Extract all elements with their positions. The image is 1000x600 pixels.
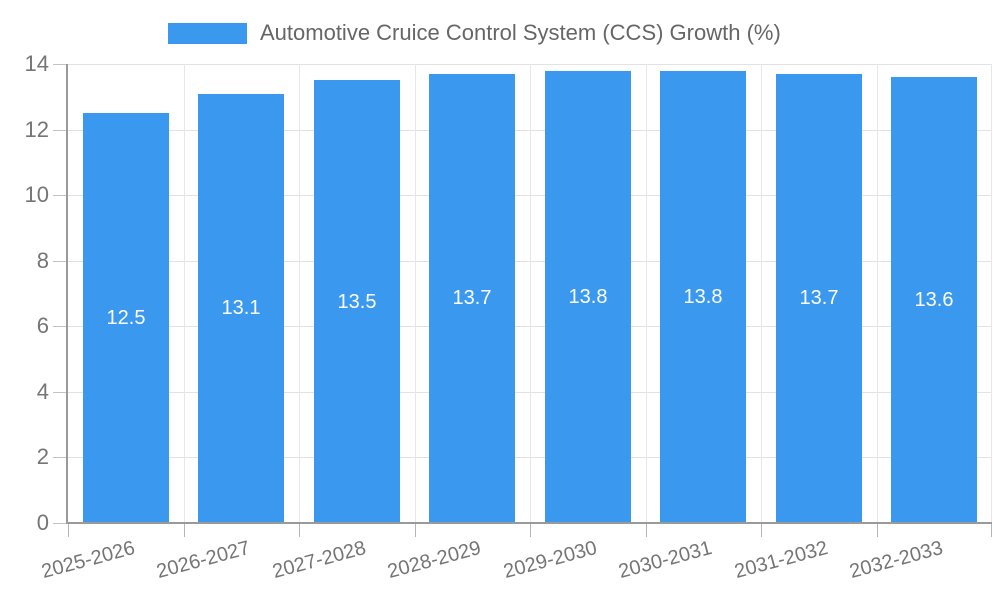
y-axis-tick	[53, 326, 68, 327]
gridline-vertical	[530, 64, 531, 523]
gridline-vertical	[991, 64, 992, 523]
gridline-vertical	[646, 64, 647, 523]
x-axis-line	[66, 522, 992, 524]
x-axis-tick	[184, 523, 185, 537]
bar[interactable]	[198, 94, 284, 523]
gridline-vertical	[415, 64, 416, 523]
bar[interactable]	[83, 113, 169, 523]
x-axis-tick	[991, 523, 992, 537]
y-tick-label: 14	[24, 51, 49, 76]
y-axis-tick	[53, 130, 68, 131]
x-tick-label: 2026-2027	[154, 537, 253, 584]
y-axis-line	[66, 64, 68, 524]
bar[interactable]	[776, 74, 862, 523]
bar[interactable]	[429, 74, 515, 523]
y-tick-label: 2	[36, 444, 49, 469]
x-tick-label: 2030-2031	[616, 537, 715, 584]
y-tick-label: 0	[36, 510, 49, 535]
x-axis-tick	[415, 523, 416, 537]
y-axis-tick	[53, 523, 68, 524]
y-tick-label: 6	[36, 313, 49, 338]
gridline-vertical	[761, 64, 762, 523]
gridline-vertical	[299, 64, 300, 523]
x-tick-label: 2027-2028	[270, 537, 369, 584]
legend-swatch	[168, 22, 247, 44]
bar[interactable]	[545, 71, 631, 523]
x-tick-label: 2025-2026	[39, 537, 138, 584]
x-axis-tick	[299, 523, 300, 537]
bar[interactable]	[660, 71, 746, 523]
y-tick-label: 8	[36, 248, 49, 273]
legend-label: Automotive Cruice Control System (CCS) G…	[260, 20, 781, 45]
bar[interactable]	[314, 80, 400, 523]
x-tick-label: 2031-2032	[732, 537, 831, 584]
y-axis-tick	[53, 195, 68, 196]
y-axis-tick	[53, 392, 68, 393]
x-axis-tick	[530, 523, 531, 537]
x-axis-tick	[761, 523, 762, 537]
x-tick-label: 2028-2029	[385, 537, 484, 584]
x-tick-label: 2032-2033	[847, 537, 946, 584]
bar[interactable]	[891, 77, 977, 523]
y-tick-label: 12	[24, 117, 49, 142]
y-axis-tick	[53, 261, 68, 262]
x-axis-tick	[877, 523, 878, 537]
legend[interactable]: Automotive Cruice Control System (CCS) G…	[168, 20, 781, 46]
x-axis-tick	[68, 523, 69, 537]
gridline-vertical	[877, 64, 878, 523]
y-tick-label: 4	[36, 379, 49, 404]
y-axis-tick	[53, 64, 68, 65]
y-axis-tick	[53, 457, 68, 458]
x-tick-label: 2029-2030	[501, 537, 600, 584]
gridline-vertical	[184, 64, 185, 523]
x-axis-tick	[646, 523, 647, 537]
y-tick-label: 10	[24, 182, 49, 207]
